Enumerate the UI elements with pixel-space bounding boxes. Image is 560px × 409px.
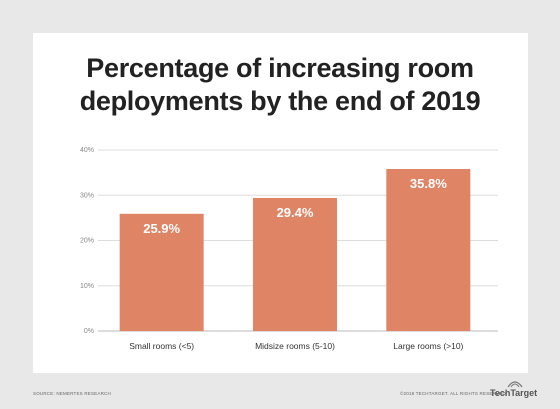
bar-2 (386, 169, 471, 331)
copyright-note: ©2018 TECHTARGET. ALL RIGHTS RESERVED (400, 391, 506, 396)
x-category-label-2: Large rooms (>10) (393, 341, 463, 351)
chart-title-line-1: Percentage of increasing room (86, 53, 474, 83)
source-note: SOURCE: NEMERTES RESEARCH (33, 391, 111, 396)
bar-1 (253, 197, 337, 331)
y-tick-label-4: 40% (80, 147, 94, 154)
y-tick-label-0: 0% (84, 328, 94, 335)
bar-0 (119, 213, 204, 331)
y-tick-label-2: 20% (80, 238, 94, 245)
bar-value-label-2: 35.8% (410, 176, 447, 191)
y-tick-label-1: 10% (80, 283, 94, 290)
bar-value-label-0: 25.9% (143, 221, 180, 236)
x-category-label-1: Midsize rooms (5-10) (255, 341, 335, 351)
y-tick-label-3: 30% (80, 192, 94, 199)
techtarget-logo: TechTarget (490, 388, 538, 398)
bar-value-label-1: 29.4% (277, 205, 314, 220)
x-category-label-0: Small rooms (<5) (129, 341, 194, 351)
chart-title-line-2: deployments by the end of 2019 (79, 86, 481, 116)
chart-title: Percentage of increasing room deployment… (0, 52, 560, 118)
techtarget-logo-icon (507, 381, 523, 388)
